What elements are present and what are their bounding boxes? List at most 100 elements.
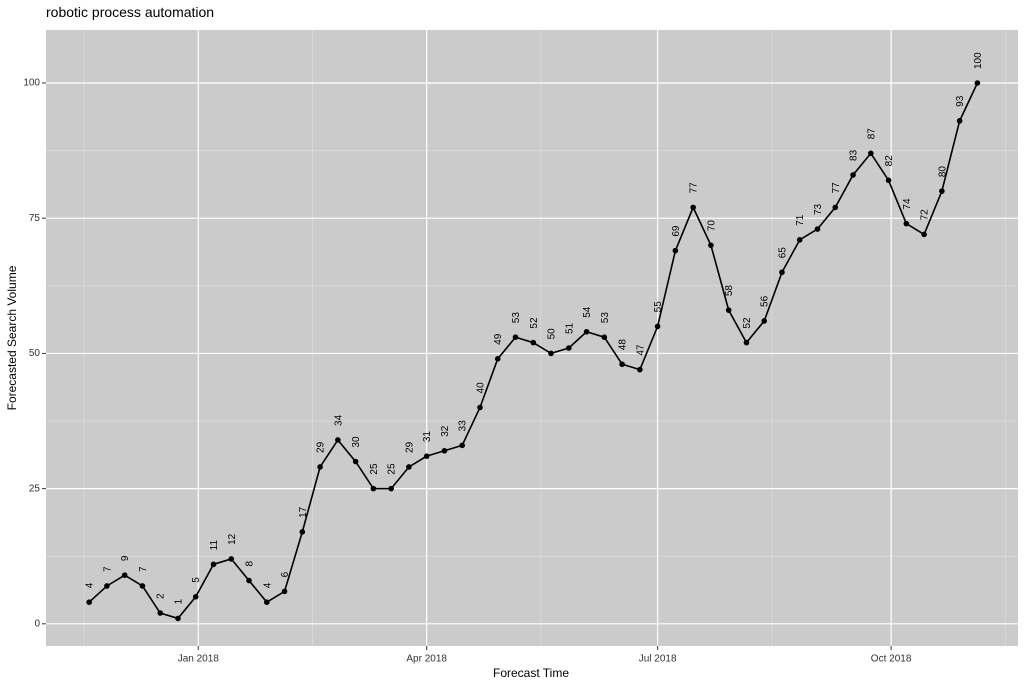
point — [974, 80, 981, 86]
y-tick-label: 50 — [29, 348, 41, 359]
x-tick-label: Jul 2018 — [639, 654, 677, 665]
chart-title: robotic process automation — [46, 4, 214, 20]
point — [370, 485, 377, 492]
point — [956, 118, 963, 124]
x-tick-label: Oct 2018 — [871, 654, 912, 665]
y-tick-label: 75 — [29, 213, 41, 224]
point — [548, 350, 554, 357]
point — [86, 599, 92, 605]
point — [104, 583, 110, 589]
point — [530, 339, 537, 346]
point — [672, 247, 679, 254]
data-label: 51 — [564, 322, 575, 334]
point — [654, 323, 661, 330]
point — [317, 464, 323, 470]
data-label: 83 — [849, 149, 860, 161]
data-label: 6 — [280, 571, 291, 577]
data-label: 82 — [884, 155, 895, 167]
data-label: 72 — [920, 209, 931, 221]
data-label: 7 — [102, 566, 113, 572]
data-label: 74 — [902, 198, 913, 210]
data-label: 29 — [316, 441, 327, 453]
point — [601, 334, 608, 340]
data-label: 7 — [138, 566, 149, 572]
data-label: 29 — [404, 441, 415, 453]
point — [299, 529, 306, 535]
point — [885, 177, 892, 184]
point — [441, 447, 448, 454]
point — [814, 226, 821, 232]
point — [690, 204, 696, 211]
point — [761, 318, 768, 324]
point — [832, 204, 839, 211]
data-label: 5 — [191, 577, 202, 583]
data-label: 73 — [813, 203, 824, 215]
point — [796, 237, 803, 243]
point — [939, 188, 945, 194]
data-label: 69 — [671, 225, 682, 237]
point — [583, 328, 590, 335]
point — [477, 404, 483, 411]
point — [352, 458, 359, 465]
data-label: 93 — [955, 95, 966, 107]
data-label: 8 — [245, 561, 256, 567]
data-label: 31 — [422, 431, 433, 443]
point — [619, 361, 625, 368]
data-label: 48 — [618, 339, 629, 351]
data-label: 1 — [173, 598, 184, 604]
data-label: 11 — [209, 540, 220, 551]
point — [406, 464, 412, 470]
point — [192, 593, 199, 600]
panel — [46, 30, 1018, 646]
x-tick-label: Jan 2018 — [178, 654, 220, 665]
y-tick-label: 100 — [23, 78, 40, 89]
data-label: 49 — [493, 333, 504, 345]
data-label: 4 — [85, 582, 96, 588]
data-label: 77 — [831, 182, 842, 194]
point — [388, 485, 394, 492]
data-label: 53 — [600, 312, 611, 324]
data-label: 87 — [866, 128, 877, 140]
point — [494, 356, 501, 362]
data-label: 12 — [227, 533, 238, 545]
data-label: 32 — [440, 425, 451, 437]
point — [743, 339, 750, 346]
data-label: 33 — [458, 420, 469, 432]
data-label: 4 — [262, 582, 273, 588]
data-label: 55 — [653, 301, 664, 313]
point — [921, 231, 927, 238]
point — [725, 307, 732, 313]
point — [157, 610, 164, 616]
point — [210, 561, 217, 568]
y-tick-label: 0 — [34, 618, 40, 629]
data-label: 30 — [351, 436, 362, 448]
data-label: 54 — [582, 306, 593, 318]
data-label: 25 — [387, 463, 398, 475]
x-tick-label: Apr 2018 — [406, 654, 447, 665]
y-tick-label: 25 — [29, 483, 41, 494]
y-axis-label: Forecasted Search Volume — [5, 265, 19, 410]
data-label: 17 — [298, 506, 309, 518]
data-label: 71 — [795, 214, 806, 226]
data-label: 25 — [369, 463, 380, 475]
point — [459, 442, 466, 449]
point — [850, 172, 856, 178]
point — [708, 242, 714, 249]
data-label: 52 — [742, 317, 753, 329]
point — [868, 150, 874, 157]
data-label: 58 — [724, 285, 735, 297]
data-label: 52 — [529, 317, 540, 329]
data-label: 80 — [937, 166, 948, 178]
point — [139, 583, 146, 589]
data-label: 100 — [973, 52, 984, 69]
data-label: 50 — [547, 328, 558, 340]
data-label: 2 — [156, 593, 167, 599]
point — [779, 269, 785, 276]
point — [263, 599, 270, 605]
point — [512, 334, 519, 340]
data-label: 47 — [635, 344, 646, 356]
point — [175, 615, 181, 622]
point — [637, 366, 643, 373]
point — [335, 437, 341, 443]
